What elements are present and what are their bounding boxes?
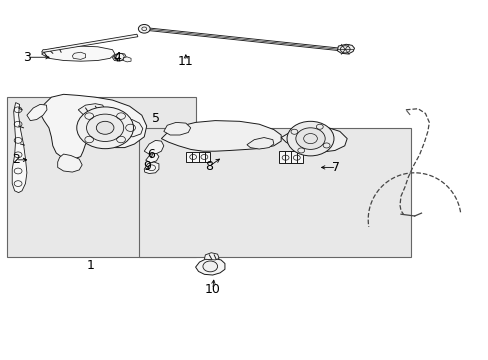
Polygon shape: [72, 52, 85, 59]
Circle shape: [138, 24, 150, 33]
Text: 5: 5: [151, 112, 159, 125]
Circle shape: [203, 261, 217, 272]
Circle shape: [295, 128, 325, 149]
Circle shape: [86, 114, 123, 141]
Circle shape: [96, 121, 114, 134]
Text: 2: 2: [12, 153, 20, 166]
Polygon shape: [185, 152, 210, 162]
Circle shape: [77, 107, 133, 149]
Polygon shape: [58, 154, 82, 172]
Polygon shape: [163, 122, 190, 135]
Text: 3: 3: [23, 51, 31, 64]
Text: 9: 9: [142, 160, 150, 173]
Polygon shape: [12, 103, 27, 193]
Text: 4: 4: [113, 51, 121, 64]
Polygon shape: [195, 258, 224, 275]
Text: 7: 7: [332, 161, 340, 174]
Polygon shape: [144, 140, 163, 154]
Polygon shape: [78, 104, 105, 117]
Polygon shape: [145, 153, 159, 163]
Circle shape: [286, 121, 333, 156]
Bar: [139, 128, 410, 257]
Polygon shape: [118, 119, 142, 137]
Polygon shape: [41, 34, 138, 52]
Text: 1: 1: [86, 259, 94, 272]
Text: 6: 6: [146, 148, 154, 161]
Bar: [7, 97, 195, 257]
Polygon shape: [161, 121, 281, 151]
Polygon shape: [123, 57, 131, 62]
Polygon shape: [144, 162, 159, 174]
Text: 11: 11: [178, 55, 193, 68]
Polygon shape: [281, 126, 346, 152]
Polygon shape: [27, 104, 47, 121]
Polygon shape: [40, 94, 146, 159]
Polygon shape: [278, 151, 303, 163]
Circle shape: [340, 46, 349, 53]
Polygon shape: [41, 46, 115, 61]
Polygon shape: [204, 253, 219, 260]
Polygon shape: [246, 138, 273, 149]
Polygon shape: [337, 44, 354, 54]
Text: 8: 8: [204, 160, 212, 173]
Text: 10: 10: [204, 283, 220, 296]
Polygon shape: [112, 53, 126, 61]
